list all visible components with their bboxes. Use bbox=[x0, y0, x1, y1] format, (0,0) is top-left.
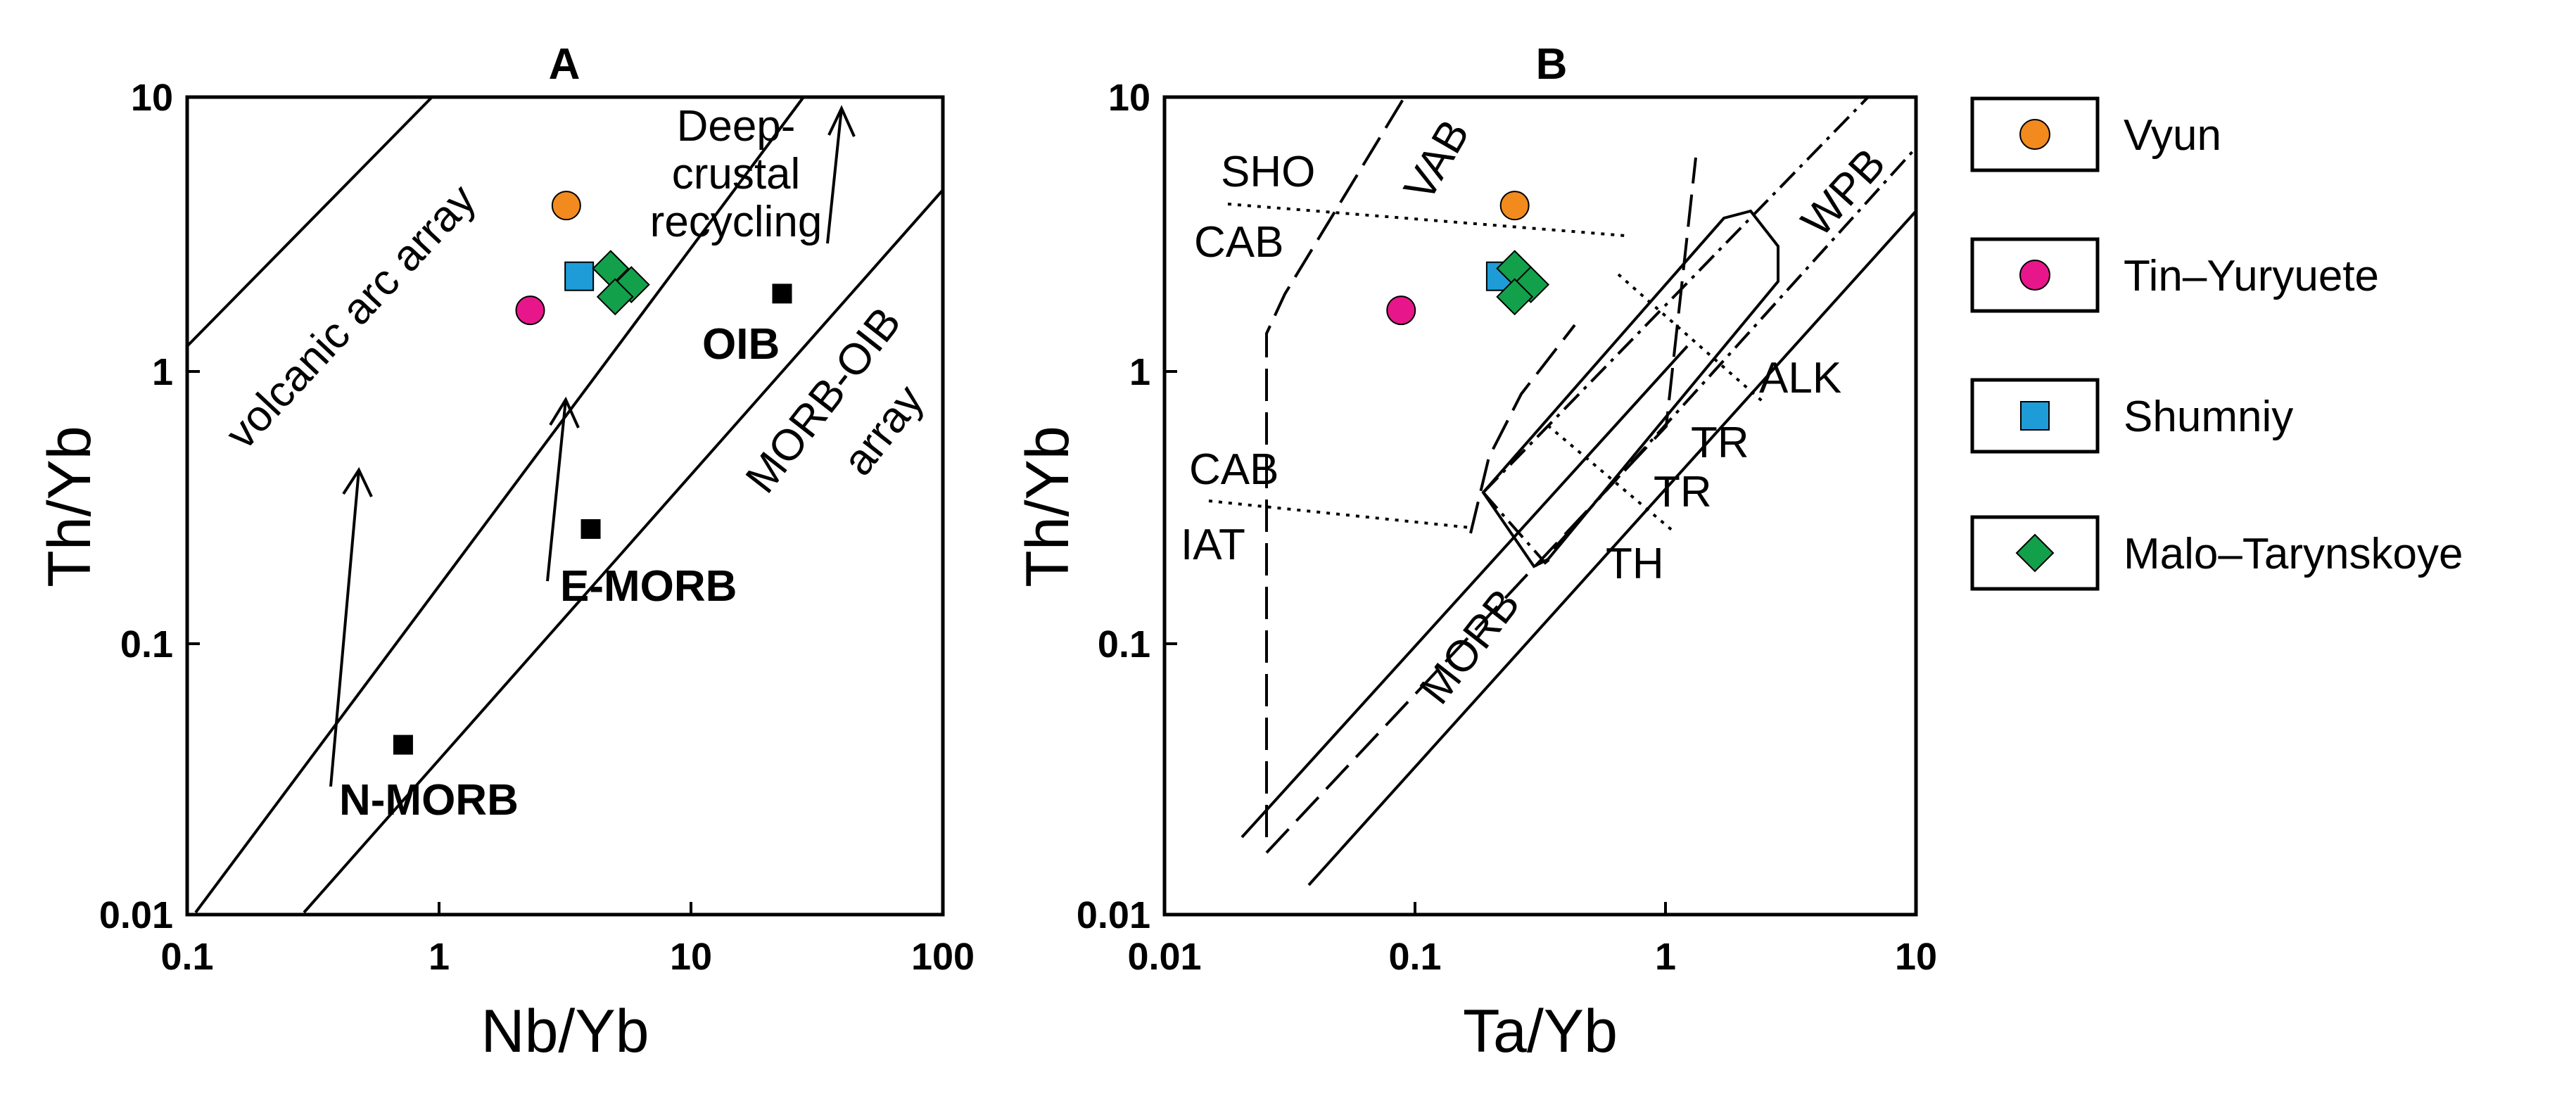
panel-a: A 0.1 1 10 100 0.01 0.1 1 10 Nb/Yb Th/Yb bbox=[36, 40, 975, 1065]
legend-item-tin-yuryuete: Tin–Yuryuete bbox=[1970, 237, 2379, 313]
legend-diamond-marker bbox=[2015, 533, 2055, 573]
data-point-tin-yuryuete bbox=[1386, 295, 1416, 326]
tr-th-divider bbox=[1547, 424, 1675, 533]
panel-b-xtick-label: 10 bbox=[1895, 936, 1937, 978]
morb-oib-array-lower-line bbox=[303, 189, 944, 914]
data-point-vyun bbox=[1499, 191, 1530, 221]
deep-crustal-label-line1: Deep- bbox=[677, 102, 796, 151]
sho-label: SHO bbox=[1221, 148, 1315, 196]
legend-square-marker bbox=[2020, 401, 2050, 431]
wpb-upper-dashdot-boundary bbox=[1482, 96, 1870, 494]
panel-a-xtick-label: 10 bbox=[670, 936, 712, 978]
panel-b-ytick-label: 0.01 bbox=[1077, 894, 1150, 936]
legend-item-vyun: Vyun bbox=[1970, 96, 2221, 172]
arrow-line bbox=[546, 399, 567, 582]
deep-crustal-recycling-arrow-line bbox=[826, 108, 843, 244]
morb-lower-boundary bbox=[1307, 210, 1917, 886]
panel-b-ytick-label: 10 bbox=[1108, 77, 1150, 119]
vab-left-dashed-boundary bbox=[1265, 96, 1406, 837]
panel-b-data-marks bbox=[1386, 191, 1550, 326]
panel-b: B 0.01 0.1 1 10 0.01 0.1 1 10 Ta/Yb Th/Y… bbox=[1014, 40, 1937, 1065]
tr-label-upper: TR bbox=[1691, 419, 1749, 467]
volcanic-arc-array-label: volcanic arc array bbox=[217, 175, 486, 458]
vab-label: VAB bbox=[1395, 112, 1478, 209]
panel-b-x-axis-label: Ta/Yb bbox=[1463, 998, 1618, 1065]
cab-iat-divider bbox=[1208, 500, 1471, 529]
arrow-head bbox=[549, 396, 580, 428]
cab-label-upper: CAB bbox=[1194, 218, 1283, 267]
deep-crustal-label-line2: crustal bbox=[672, 150, 801, 198]
panel-a-data-marks bbox=[393, 191, 792, 755]
legend-label: Tin–Yuryuete bbox=[2124, 252, 2379, 300]
panel-a-title: A bbox=[549, 40, 580, 89]
cab-label-lower: CAB bbox=[1189, 445, 1279, 494]
reference-point-oib bbox=[772, 284, 792, 304]
data-point-tin-yuryuete bbox=[515, 295, 545, 326]
oib-label: OIB bbox=[702, 320, 780, 369]
panel-a-frame bbox=[185, 95, 945, 917]
wpb-lower-dashdot-boundary bbox=[1552, 146, 1917, 550]
legend-label: Shumniy bbox=[2124, 393, 2293, 441]
panel-b-title: B bbox=[1536, 40, 1568, 89]
e-morb-label: E-MORB bbox=[560, 562, 737, 611]
panel-b-ytick-label: 1 bbox=[1129, 351, 1150, 393]
panel-b-xtick-label: 1 bbox=[1655, 936, 1676, 978]
th-label: TH bbox=[1606, 540, 1664, 588]
data-point-vyun bbox=[551, 191, 581, 221]
panel-b-xtick-label: 0.1 bbox=[1388, 936, 1441, 978]
panel-a-ytick-label: 0.1 bbox=[120, 623, 173, 666]
panel-b-ytick-label: 0.1 bbox=[1098, 623, 1150, 666]
panel-a-xtick-label: 1 bbox=[429, 936, 450, 978]
panel-a-tick-marks bbox=[187, 370, 692, 915]
wpb-enclosed-field bbox=[1481, 209, 1779, 568]
alk-tr-divider bbox=[1617, 273, 1768, 406]
legend-label: Malo–Tarynskoye bbox=[2124, 530, 2463, 578]
volcanic-arc-boundary-line bbox=[186, 96, 433, 348]
legend-label: Vyun bbox=[2124, 111, 2221, 160]
arrow-head bbox=[827, 105, 856, 137]
panel-b-xtick-label: 0.01 bbox=[1127, 936, 1201, 978]
panel-a-xtick-label: 0.1 bbox=[160, 936, 213, 978]
iat-label: IAT bbox=[1181, 521, 1245, 569]
legend-circle-marker bbox=[2019, 260, 2050, 291]
data-point-shumniy bbox=[564, 261, 595, 291]
morb-upper-boundary bbox=[1241, 345, 1689, 839]
legend-circle-marker bbox=[2019, 119, 2050, 150]
vab-lower-dashed-boundary bbox=[1469, 324, 1576, 534]
reference-point-e-morb bbox=[580, 519, 601, 539]
panel-a-array-lines bbox=[186, 96, 944, 914]
legend: Vyun Tin–Yuryuete Shumniy Malo–Tarynskoy… bbox=[1970, 96, 2463, 591]
arrow-head bbox=[342, 466, 373, 497]
legend-item-malo-tarynskoye: Malo–Tarynskoye bbox=[1970, 515, 2463, 591]
panel-b-frame bbox=[1162, 95, 1918, 917]
panel-a-arrows bbox=[329, 105, 856, 787]
morb-oib-array-upper-line bbox=[194, 96, 805, 914]
panel-b-field-lines bbox=[1208, 96, 1917, 886]
sho-cab-divider bbox=[1227, 203, 1626, 237]
vab-long-dashed-boundary bbox=[1265, 157, 1697, 854]
wpb-lower-corner bbox=[1482, 491, 1555, 565]
panel-a-ytick-label: 10 bbox=[131, 77, 173, 119]
n-morb-label: N-MORB bbox=[339, 776, 519, 825]
alk-label: ALK bbox=[1759, 354, 1841, 402]
tr-label-lower: TR bbox=[1654, 468, 1712, 516]
panel-a-y-axis-label: Th/Yb bbox=[36, 426, 103, 587]
legend-item-shumniy: Shumniy bbox=[1970, 378, 2293, 454]
data-point-malo-tarynskoye bbox=[596, 278, 634, 316]
data-point-malo-tarynskoye bbox=[1496, 278, 1534, 316]
arrow-line bbox=[329, 469, 360, 787]
morb-label: MORB bbox=[1411, 580, 1530, 713]
panel-b-y-axis-label: Th/Yb bbox=[1014, 426, 1081, 587]
reference-point-n-morb bbox=[393, 734, 413, 755]
panel-a-x-axis-label: Nb/Yb bbox=[481, 998, 649, 1065]
panel-b-tick-marks bbox=[1165, 370, 1667, 915]
panel-a-ytick-label: 1 bbox=[152, 351, 173, 393]
deep-crustal-label-line3: recycling bbox=[650, 198, 823, 246]
panel-a-xtick-label: 100 bbox=[911, 936, 975, 978]
panel-a-ytick-label: 0.01 bbox=[99, 894, 173, 936]
